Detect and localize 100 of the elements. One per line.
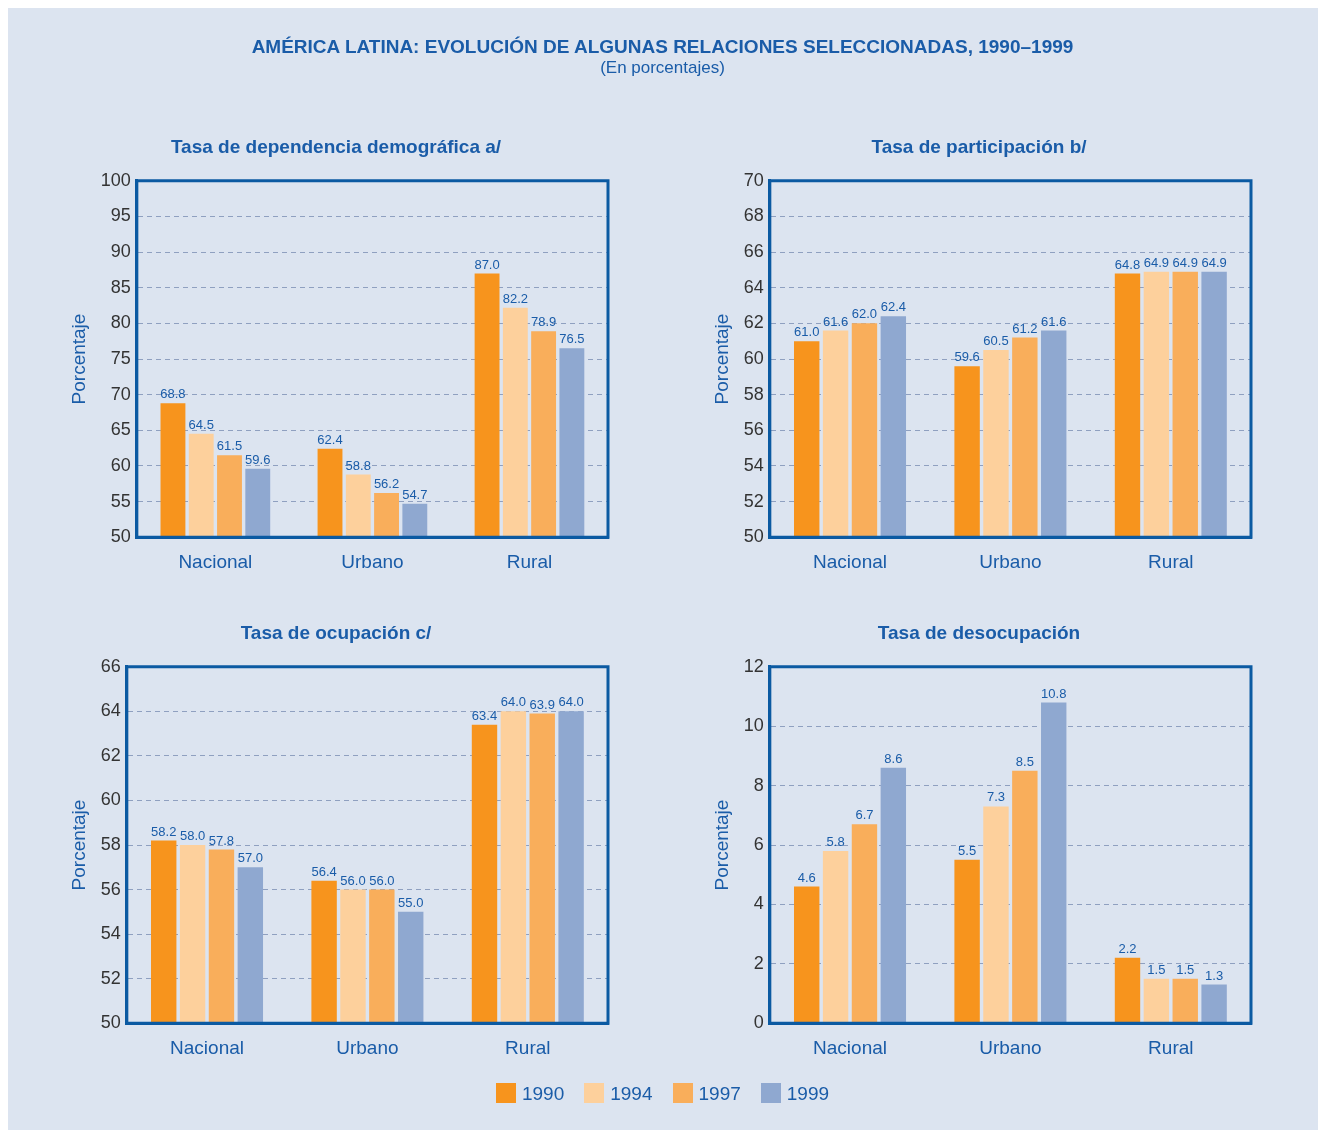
- y-tick-label: 50: [100, 1012, 121, 1033]
- y-tick-label: 80: [110, 312, 131, 333]
- data-label: 4.6: [797, 869, 816, 885]
- data-label: 1.5: [1147, 961, 1166, 977]
- data-label: 61.2: [1012, 320, 1038, 336]
- y-tick-label: 54: [743, 454, 764, 475]
- data-label: 62.0: [851, 306, 878, 322]
- x-tick-label: Urbano: [979, 550, 1042, 572]
- data-label: 76.5: [559, 331, 585, 347]
- data-label: 64.8: [1114, 256, 1141, 272]
- data-label: 64.9: [1143, 254, 1170, 270]
- data-label: 58.0: [179, 828, 206, 844]
- x-tick-label: Urbano: [336, 1036, 399, 1058]
- y-tick-label: 50: [110, 526, 131, 547]
- data-label: 62.4: [880, 299, 906, 315]
- bar: [1114, 957, 1141, 1023]
- bar: [880, 767, 907, 1023]
- data-label: 8.5: [1015, 753, 1034, 769]
- data-label: 1.5: [1176, 961, 1195, 977]
- y-tick-label: 66: [100, 655, 121, 676]
- x-tick-label: Urbano: [979, 1036, 1042, 1058]
- data-label: 56.0: [340, 872, 366, 888]
- y-axis-title: Porcentaje: [710, 313, 732, 405]
- bar: [1172, 978, 1198, 1023]
- data-label: 5.5: [958, 842, 977, 858]
- x-tick-label: Rural: [505, 1036, 551, 1058]
- bar: [1012, 770, 1038, 1023]
- y-tick-label: 60: [100, 789, 121, 810]
- data-label: 10.8: [1041, 685, 1067, 701]
- data-label: 54.7: [402, 486, 428, 502]
- bar: [954, 859, 980, 1023]
- bar: [1041, 702, 1067, 1023]
- data-label: 59.6: [954, 349, 980, 365]
- y-tick-label: 58: [100, 833, 121, 854]
- bar: [1143, 978, 1170, 1023]
- y-tick-label: 75: [110, 347, 131, 368]
- y-tick-label: 2: [753, 952, 764, 973]
- data-label: 87.0: [474, 256, 500, 272]
- bar: [983, 806, 1009, 1023]
- y-tick-label: 0: [753, 1012, 764, 1033]
- data-label: 78.9: [530, 314, 557, 330]
- y-tick-label: 52: [100, 967, 121, 988]
- y-axis-title: Porcentaje: [67, 799, 89, 891]
- y-tick-label: 68: [743, 205, 764, 226]
- y-tick-label: 52: [743, 490, 764, 511]
- data-label: 5.8: [826, 834, 845, 850]
- data-label: 7.3: [986, 789, 1006, 805]
- x-tick-label: Rural: [506, 550, 553, 572]
- data-label: 56.0: [369, 872, 395, 888]
- chart-title: Tasa de participación b/: [871, 135, 1088, 157]
- data-label: 64.0: [500, 694, 527, 710]
- y-tick-label: 60: [743, 347, 764, 368]
- y-tick-label: 100: [100, 169, 131, 190]
- y-tick-label: 65: [110, 419, 131, 440]
- data-label: 64.9: [1201, 254, 1227, 270]
- y-tick-label: 58: [743, 383, 764, 404]
- y-tick-label: 64: [100, 700, 121, 721]
- chart-title: Tasa de ocupación c/: [240, 621, 433, 643]
- data-label: 6.7: [855, 807, 874, 823]
- data-label: 1.3: [1205, 967, 1224, 983]
- data-label: 68.8: [160, 386, 186, 402]
- y-tick-label: 70: [743, 169, 764, 190]
- data-label: 60.5: [983, 333, 1009, 349]
- data-label: 57.8: [208, 832, 235, 848]
- y-tick-label: 64: [743, 276, 764, 297]
- y-tick-label: 62: [100, 744, 121, 765]
- x-tick-label: Nacional: [813, 1036, 887, 1058]
- y-axis-title: Porcentaje: [710, 799, 732, 891]
- y-tick-label: 10: [743, 715, 764, 736]
- data-label: 61.6: [1041, 313, 1067, 329]
- data-label: 56.4: [311, 863, 337, 879]
- y-tick-label: 56: [100, 878, 121, 899]
- legend-label: 1999: [785, 1083, 830, 1105]
- data-label: 59.6: [245, 451, 271, 467]
- y-tick-label: 90: [110, 241, 131, 262]
- x-tick-label: Urbano: [341, 550, 404, 572]
- data-label: 61.0: [794, 324, 820, 340]
- data-label: 61.6: [822, 313, 849, 329]
- y-tick-label: 54: [100, 923, 121, 944]
- y-tick-label: 6: [753, 833, 764, 854]
- data-label: 64.5: [188, 416, 214, 432]
- bar: [851, 824, 878, 1023]
- y-tick-label: 55: [110, 490, 131, 511]
- x-tick-label: Nacional: [178, 550, 253, 572]
- data-label: 56.2: [373, 476, 400, 492]
- y-tick-label: 50: [743, 526, 764, 547]
- y-tick-label: 60: [110, 454, 131, 475]
- y-tick-label: 85: [110, 276, 131, 297]
- bar: [794, 886, 820, 1023]
- legend-label: 1997: [697, 1083, 741, 1105]
- y-tick-label: 8: [753, 774, 764, 795]
- bar: [1201, 984, 1227, 1023]
- y-tick-label: 4: [753, 893, 764, 914]
- data-label: 82.2: [502, 290, 528, 306]
- data-label: 61.5: [216, 438, 243, 454]
- data-label: 64.0: [558, 694, 584, 710]
- bar: [822, 850, 849, 1023]
- text: AMÉRICA LATINA: EVOLUCIÓN DE ALGUNAS RELACIONES SELECCIONADAS, 1990–1999: [250, 36, 1075, 58]
- y-tick-label: 95: [110, 205, 131, 226]
- data-label: 58.8: [345, 457, 371, 473]
